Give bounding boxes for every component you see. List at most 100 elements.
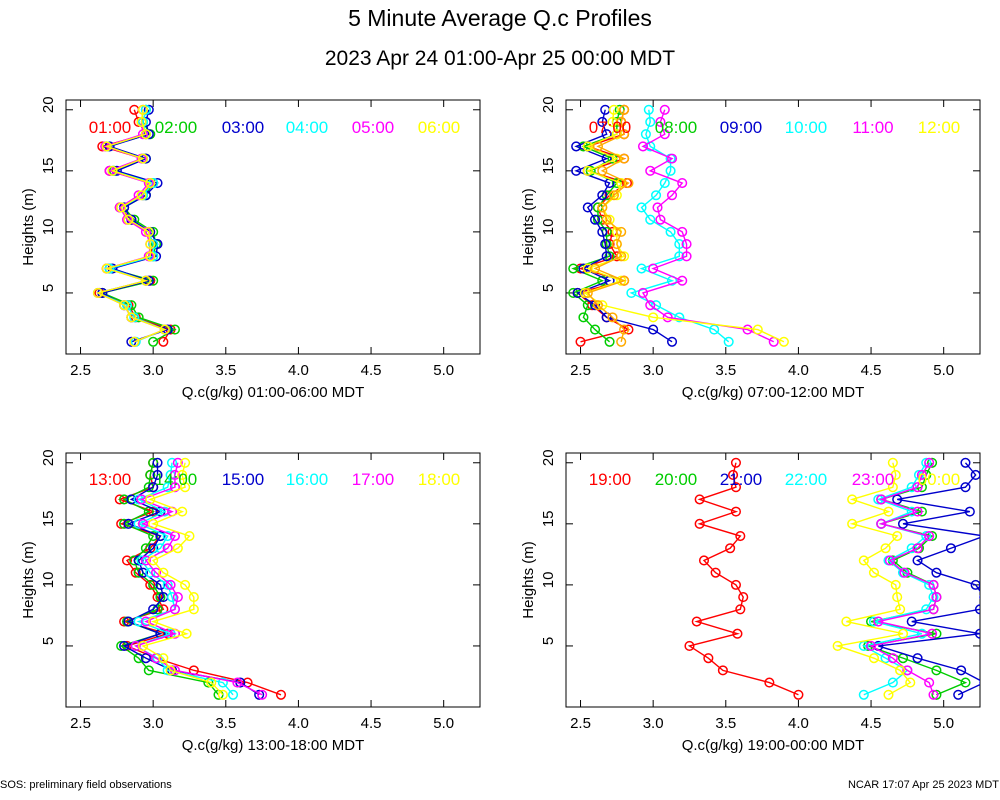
data-point: [158, 653, 169, 664]
data-point: [155, 530, 166, 542]
data-point: [832, 640, 843, 651]
data-point: [858, 689, 869, 700]
data-point: [568, 263, 579, 274]
data-point: [133, 616, 144, 627]
y-tick-label: 10: [540, 219, 557, 236]
data-point: [927, 457, 938, 468]
data-point: [681, 251, 692, 262]
data-point: [571, 165, 582, 176]
panels: 2.5 3.0 3.5 4.0 4.5 5.0 5 10 15 20 Q.c(g/kg) 01:00…: [20, 96, 981, 754]
data-point: [582, 141, 593, 152]
data-point: [582, 202, 593, 213]
data-point: [148, 616, 159, 627]
data-point: [752, 324, 763, 335]
data-point: [887, 482, 898, 493]
legend-entry: 18:00: [418, 470, 461, 489]
series-line: [641, 109, 775, 343]
data-point: [123, 616, 134, 627]
data-point: [177, 469, 188, 481]
data-point: [616, 116, 627, 128]
legend-entry: 12:00: [918, 118, 961, 137]
data-point: [611, 190, 622, 201]
x-tick-label: 3.0: [143, 715, 164, 732]
data-point: [169, 604, 180, 615]
data-point: [119, 494, 130, 505]
data-point: [228, 689, 239, 700]
data-point: [924, 457, 935, 468]
data-point: [140, 555, 151, 566]
y-axis-label: Heights (m): [20, 188, 37, 266]
series-line: [878, 462, 980, 696]
legend-entry: 03:00: [222, 118, 265, 137]
data-point: [887, 677, 898, 688]
data-point: [119, 640, 130, 651]
data-point: [188, 604, 199, 615]
data-point: [623, 177, 634, 189]
y-tick-label: 10: [40, 219, 57, 236]
series-0000: [832, 457, 916, 700]
data-point: [597, 190, 608, 201]
data-point: [140, 543, 151, 554]
data-point: [126, 312, 137, 323]
data-point: [572, 287, 583, 298]
data-point: [92, 287, 104, 298]
data-point: [677, 275, 688, 286]
data-point: [180, 482, 191, 493]
legend-entry: 07:00: [589, 118, 632, 137]
data-point: [979, 680, 980, 686]
data-point: [137, 129, 149, 140]
x-tick-label: 2.5: [70, 362, 91, 379]
data-point: [897, 518, 909, 529]
plot-frame: [565, 99, 981, 355]
data-point: [101, 263, 112, 274]
data-point: [928, 579, 939, 590]
data-point: [162, 579, 173, 590]
y-tick-label: 15: [40, 510, 57, 527]
x-axis-label: Q.c(g/kg) 13:00-18:00 MDT: [182, 737, 365, 754]
data-point: [165, 665, 176, 676]
data-point: [140, 104, 151, 115]
data-point: [866, 640, 877, 651]
x-tick-label: 5.0: [933, 715, 954, 732]
data-point: [140, 653, 151, 664]
data-point: [232, 677, 243, 688]
data-point: [275, 689, 287, 700]
data-point: [169, 324, 180, 335]
data-point: [974, 604, 980, 615]
legend-entry: 22:00: [785, 470, 828, 489]
data-point: [964, 506, 975, 517]
data-point: [616, 226, 627, 237]
data-point: [698, 555, 710, 566]
data-point: [162, 482, 173, 493]
data-point: [847, 494, 858, 505]
y-tick-label: 5: [40, 637, 57, 645]
data-point: [897, 628, 909, 639]
data-point: [659, 104, 670, 115]
data-point: [597, 116, 608, 128]
data-point: [136, 190, 147, 201]
data-point: [575, 336, 586, 347]
data-point: [880, 543, 891, 554]
data-point: [890, 469, 901, 481]
data-point: [956, 665, 967, 676]
data-point: [188, 592, 199, 603]
data-point: [597, 165, 608, 176]
data-point: [640, 129, 651, 140]
legend-entry: 23:00: [852, 470, 895, 489]
data-point: [582, 263, 593, 274]
series-orange: [582, 104, 634, 347]
data-point: [778, 336, 789, 347]
data-point: [887, 653, 898, 664]
legend-entry: 11:00: [852, 118, 893, 137]
data-point: [665, 165, 676, 176]
data-point: [619, 104, 630, 115]
data-point: [883, 689, 894, 700]
y-tick-label: 15: [40, 157, 57, 174]
data-point: [619, 275, 630, 286]
legend-entry: 16:00: [286, 470, 329, 489]
data-point: [107, 165, 118, 176]
data-point: [137, 153, 149, 164]
series-1900: [684, 457, 804, 700]
legend-entry: 13:00: [89, 470, 132, 489]
x-tick-label: 4.5: [861, 362, 882, 379]
